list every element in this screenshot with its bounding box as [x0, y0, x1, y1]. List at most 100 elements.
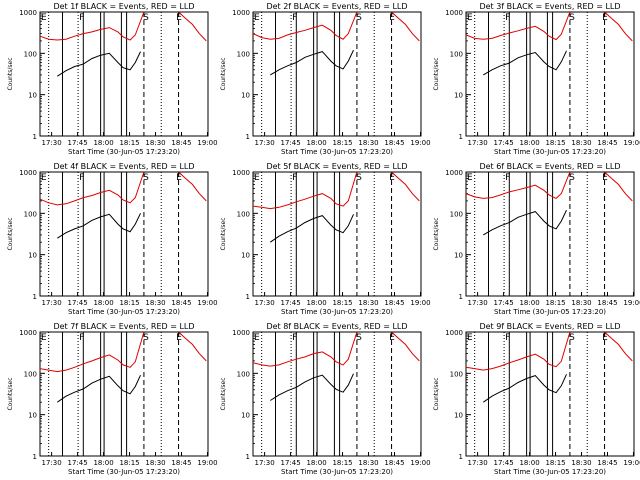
y-tick-label: 1000 — [232, 169, 250, 177]
series-line — [604, 171, 633, 202]
chart-title: Det 1f BLACK = Events, RED = LLD — [53, 2, 194, 11]
event-marker-label: E — [602, 13, 608, 23]
series-line — [465, 171, 571, 200]
y-tick-label: 1 — [246, 293, 250, 301]
x-tick-label: 18:45 — [597, 139, 617, 147]
event-marker-label: F — [292, 333, 297, 343]
x-tick-label: 17:30 — [468, 299, 488, 307]
x-axis-label: Start Time (30-Jun-05 17:23:20) — [281, 468, 393, 476]
x-tick-label: 17:30 — [468, 139, 488, 147]
x-tick-label: 18:45 — [171, 139, 191, 147]
x-tick-label: 17:30 — [255, 139, 275, 147]
y-tick-label: 1000 — [19, 9, 37, 17]
y-tick-label: 1 — [33, 293, 37, 301]
x-tick-label: 17:45 — [280, 139, 300, 147]
y-tick-label: 10 — [241, 412, 250, 420]
series-line — [270, 214, 354, 243]
x-tick-label: 18:15 — [545, 459, 565, 467]
event-marker-label: F — [505, 333, 510, 343]
event-marker-label: S — [143, 333, 149, 343]
x-tick-label: 18:30 — [571, 139, 591, 147]
event-marker-label: F — [79, 13, 84, 23]
x-tick-label: 17:45 — [493, 299, 513, 307]
x-tick-label: 18:30 — [571, 299, 591, 307]
series-line — [57, 374, 141, 403]
series-line — [270, 49, 354, 76]
x-axis-label: Start Time (30-Jun-05 17:23:20) — [494, 308, 606, 316]
y-tick-label: 100 — [237, 50, 250, 58]
x-tick-label: 18:45 — [597, 459, 617, 467]
x-axis-label: Start Time (30-Jun-05 17:23:20) — [281, 148, 393, 156]
y-axis-label: Counts/sec — [220, 217, 227, 250]
x-tick-label: 17:30 — [468, 459, 488, 467]
chart-title: Det 2f BLACK = Events, RED = LLD — [266, 2, 407, 11]
chart-panel: Det 8f BLACK = Events, RED = LLD 1 10 100 10… — [220, 322, 431, 476]
event-marker-label: S — [356, 13, 362, 23]
plot-frame — [465, 11, 635, 137]
y-tick-label: 1 — [246, 133, 250, 141]
plot-frame — [252, 331, 422, 457]
x-tick-label: 19:00 — [623, 299, 640, 307]
event-marker-label: S — [143, 13, 149, 23]
y-tick-label: 100 — [24, 210, 37, 218]
chart-title: Det 5f BLACK = Events, RED = LLD — [266, 162, 407, 171]
series-line — [178, 331, 207, 362]
y-tick-label: 1000 — [19, 169, 37, 177]
event-marker-label: E — [389, 13, 395, 23]
event-marker-label: E — [176, 333, 182, 343]
x-tick-label: 18:30 — [358, 459, 378, 467]
plot-frame — [252, 11, 422, 137]
chart-panel: Det 2f BLACK = Events, RED = LLD 1 10 100 10… — [220, 2, 431, 156]
y-tick-label: 1000 — [19, 329, 37, 337]
x-tick-label: 17:45 — [67, 299, 87, 307]
x-tick-label: 18:15 — [332, 139, 352, 147]
x-tick-label: 18:45 — [384, 139, 404, 147]
chart-panel: Det 4f BLACK = Events, RED = LLD 1 10 100 10… — [7, 162, 218, 316]
x-axis-label: Start Time (30-Jun-05 17:23:20) — [68, 308, 180, 316]
series-line — [604, 331, 633, 362]
x-tick-label: 18:00 — [306, 139, 326, 147]
y-tick-label: 1 — [459, 453, 463, 461]
event-marker-label: E — [389, 173, 395, 183]
series-line — [57, 51, 141, 77]
event-marker-label: S — [569, 333, 575, 343]
x-tick-label: 19:00 — [197, 299, 217, 307]
series-line — [39, 11, 145, 41]
y-tick-label: 1 — [459, 133, 463, 141]
x-tick-label: 18:45 — [597, 299, 617, 307]
x-tick-label: 18:15 — [119, 299, 139, 307]
x-tick-label: 18:00 — [93, 459, 113, 467]
event-marker-label: E — [602, 333, 608, 343]
x-tick-label: 19:00 — [623, 139, 640, 147]
x-tick-label: 18:30 — [145, 459, 165, 467]
x-axis-label: Start Time (30-Jun-05 17:23:20) — [68, 468, 180, 476]
chart-title: Det 6f BLACK = Events, RED = LLD — [479, 162, 620, 171]
x-tick-label: 17:30 — [42, 139, 62, 147]
x-axis-label: Start Time (30-Jun-05 17:23:20) — [494, 468, 606, 476]
series-line — [178, 171, 207, 202]
event-marker-label: F — [79, 173, 84, 183]
y-axis-label: Counts/sec — [433, 57, 440, 90]
series-line — [391, 331, 420, 362]
event-marker-label: F — [505, 173, 510, 183]
plot-frame — [252, 171, 422, 297]
series-line — [39, 331, 145, 373]
chart-title: Det 3f BLACK = Events, RED = LLD — [479, 2, 620, 11]
x-tick-label: 18:45 — [171, 299, 191, 307]
series-line — [252, 11, 358, 40]
x-tick-label: 19:00 — [410, 459, 430, 467]
x-tick-label: 18:15 — [545, 299, 565, 307]
y-tick-label: 10 — [454, 252, 463, 260]
y-tick-label: 1000 — [232, 9, 250, 17]
series-line — [483, 50, 567, 76]
x-tick-label: 18:00 — [519, 139, 539, 147]
y-tick-label: 1000 — [445, 9, 463, 17]
y-axis-label: Counts/sec — [7, 377, 14, 410]
plot-frame — [39, 331, 209, 457]
x-tick-label: 18:15 — [332, 459, 352, 467]
event-marker-label: E — [41, 333, 47, 343]
y-tick-label: 1000 — [445, 329, 463, 337]
event-marker-label: E — [602, 173, 608, 183]
chart-panel: Det 5f BLACK = Events, RED = LLD 1 10 100 10… — [220, 162, 431, 316]
